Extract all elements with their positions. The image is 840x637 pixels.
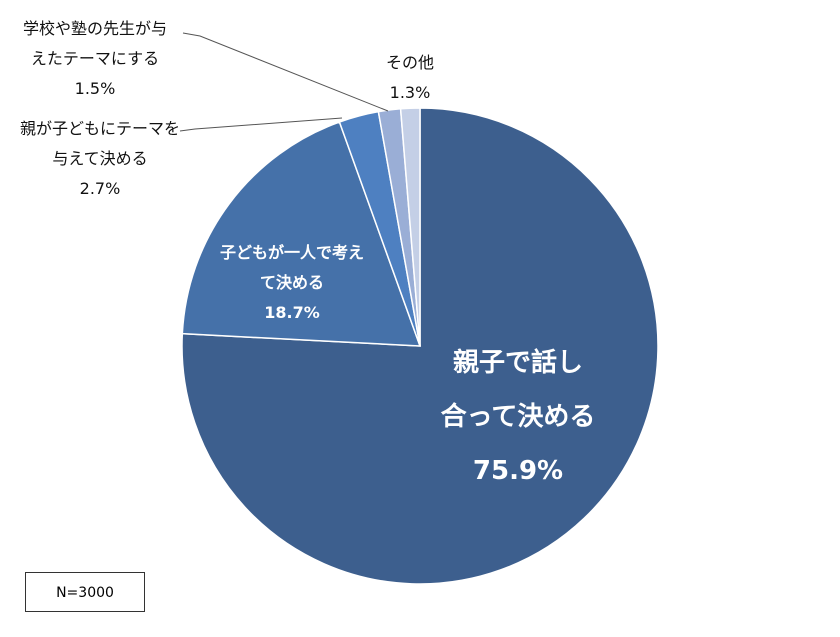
category-label: 親子で話し 合って決める: [440, 348, 596, 432]
value-label: 75.9%: [472, 456, 564, 486]
leader-line: [179, 117, 343, 132]
slice-label: 子どもが一人で考え て決める 18.7%: [220, 238, 364, 328]
leader-line: [182, 32, 389, 112]
note: N=3000: [25, 572, 145, 612]
slice-label: その他 1.3%: [386, 48, 434, 108]
category-label: その他: [385, 53, 435, 72]
category-label: 学校や塾の先生が与 えたテーマにする: [22, 19, 168, 68]
value-label: 1.5%: [74, 79, 116, 98]
category-label: 子どもが一人で考え て決める: [219, 243, 365, 292]
pie-slice: [181, 107, 659, 585]
pie-slice: [181, 121, 422, 347]
slice-label: 親子で話し 合って決める 75.9%: [441, 336, 596, 498]
category-label: 親が子どもにテーマを 与えて決める: [19, 119, 181, 168]
pie-slice: [399, 107, 421, 347]
value-label: 2.7%: [79, 179, 121, 198]
slice-label: 学校や塾の先生が与 えたテーマにする 1.5%: [23, 14, 167, 104]
slice-label: 親が子どもにテーマを 与えて決める 2.7%: [20, 114, 180, 204]
slices: [181, 107, 659, 585]
value-label: 1.3%: [389, 83, 431, 102]
value-label: 18.7%: [264, 303, 320, 322]
